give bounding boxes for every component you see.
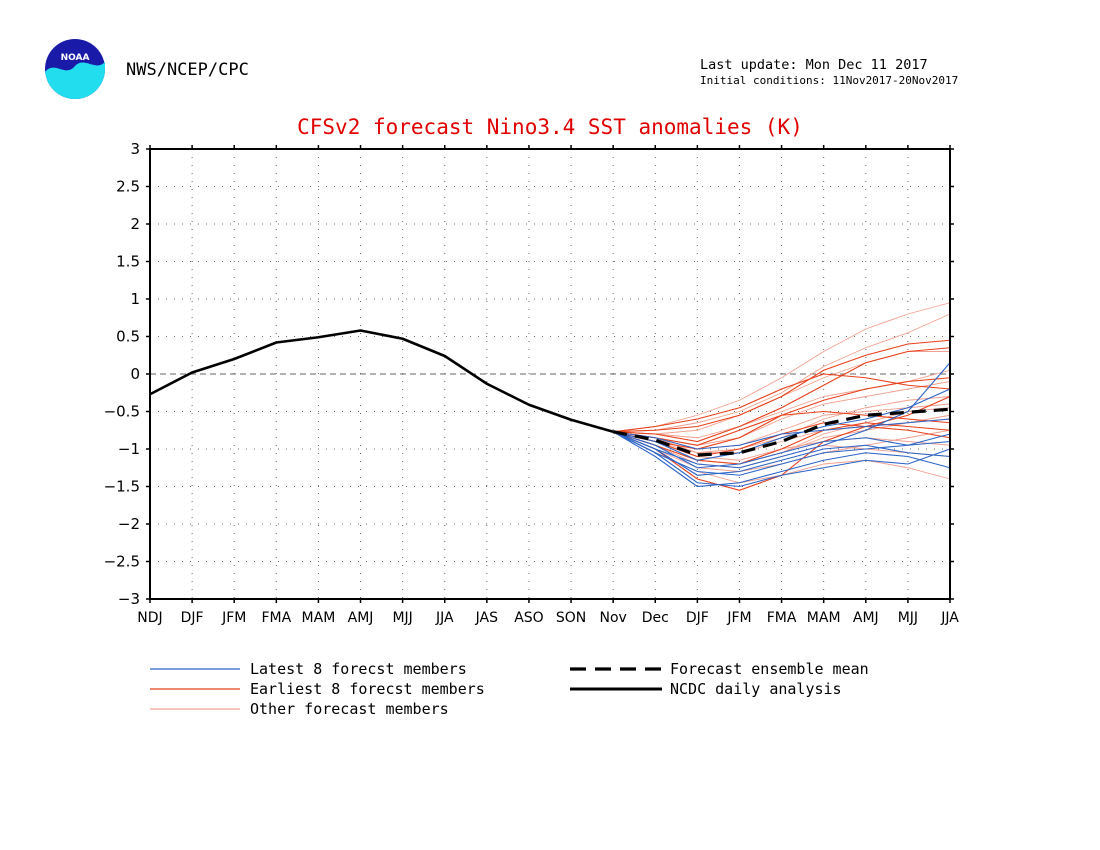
y-tick-label: −1.5 xyxy=(104,478,140,496)
y-tick-label: −3 xyxy=(118,590,140,608)
y-tick-label: −1 xyxy=(118,440,140,458)
noaa-logo-text: NOAA xyxy=(61,53,90,63)
x-tick-label: JFM xyxy=(221,610,246,626)
x-tick-label: JJA xyxy=(435,610,454,626)
earliest-member-line xyxy=(613,347,951,443)
x-tick-label: JFM xyxy=(726,610,751,626)
plot-frame xyxy=(149,148,951,600)
x-tick-label: FMA xyxy=(261,610,291,626)
y-tick-label: −0.5 xyxy=(104,403,140,421)
latest-member-line xyxy=(612,431,951,476)
y-tick-label: −2.5 xyxy=(104,553,140,571)
y-tick-label: 1 xyxy=(130,290,140,308)
plot-series xyxy=(149,302,951,491)
legend-latest: Latest 8 forecst members xyxy=(250,660,467,678)
latest-member-line xyxy=(613,418,951,450)
latest-member-line xyxy=(612,431,951,476)
other-member-line xyxy=(613,313,951,433)
other-member-line xyxy=(613,302,951,433)
x-tick-label: ASO xyxy=(514,610,543,626)
x-tick-label: MJJ xyxy=(392,610,412,626)
initial-conditions: Initial conditions: 11Nov2017-20Nov2017 xyxy=(700,74,959,87)
legend-earliest: Earliest 8 forecst members xyxy=(250,680,485,698)
x-tick-label: AMJ xyxy=(853,610,879,626)
earliest-member-line xyxy=(613,339,951,433)
y-tick-label: −2 xyxy=(118,515,140,533)
x-tick-label: Dec xyxy=(642,610,669,626)
x-tick-label: DJF xyxy=(686,610,709,626)
agency-label: NWS/NCEP/CPC xyxy=(126,60,249,80)
x-tick-label: FMA xyxy=(767,610,797,626)
latest-member-line xyxy=(613,388,951,461)
y-tick-label: 3 xyxy=(130,140,140,158)
chart-title: CFSv2 forecast Nino3.4 SST anomalies (K) xyxy=(297,115,803,139)
x-tick-label: JJA xyxy=(940,610,959,626)
y-tick-label: 2 xyxy=(130,215,140,233)
y-tick-label: 0 xyxy=(130,365,140,383)
legend-mean: Forecast ensemble mean xyxy=(670,660,869,678)
x-tick-label: AMJ xyxy=(348,610,374,626)
legend-other: Other forecast members xyxy=(250,700,449,718)
plot-grid xyxy=(150,149,950,599)
latest-member-line xyxy=(612,431,951,488)
y-tick-label: 0.5 xyxy=(116,328,140,346)
legend-analysis: NCDC daily analysis xyxy=(670,680,842,698)
x-tick-label: MJJ xyxy=(898,610,918,626)
earliest-member-line xyxy=(613,373,951,433)
legend-lines xyxy=(150,667,662,710)
other-member-line xyxy=(613,369,951,439)
last-update: Last update: Mon Dec 11 2017 xyxy=(700,57,928,73)
y-tick-label: 2.5 xyxy=(116,178,140,196)
latest-member-line xyxy=(612,431,951,488)
x-axis: NDJ DJF JFM FMA MAM AMJ MJJ JJA JAS ASO SON Nov Dec D… xyxy=(137,145,959,626)
x-tick-label: NDJ xyxy=(137,610,162,626)
x-tick-label: MAM xyxy=(302,610,336,626)
x-tick-label: JAS xyxy=(475,610,498,626)
analysis-line xyxy=(149,329,614,434)
earliest-member-line xyxy=(612,422,951,465)
x-tick-label: MAM xyxy=(807,610,841,626)
x-tick-label: DJF xyxy=(181,610,204,626)
y-tick-label: 1.5 xyxy=(116,253,140,271)
latest-member-line xyxy=(612,431,951,469)
noaa-logo: NOAA xyxy=(45,39,105,99)
x-tick-label: Nov xyxy=(599,610,626,626)
x-tick-label: SON xyxy=(556,610,586,626)
latest-member-line xyxy=(612,362,951,469)
ensemble-mean-line xyxy=(612,407,951,457)
